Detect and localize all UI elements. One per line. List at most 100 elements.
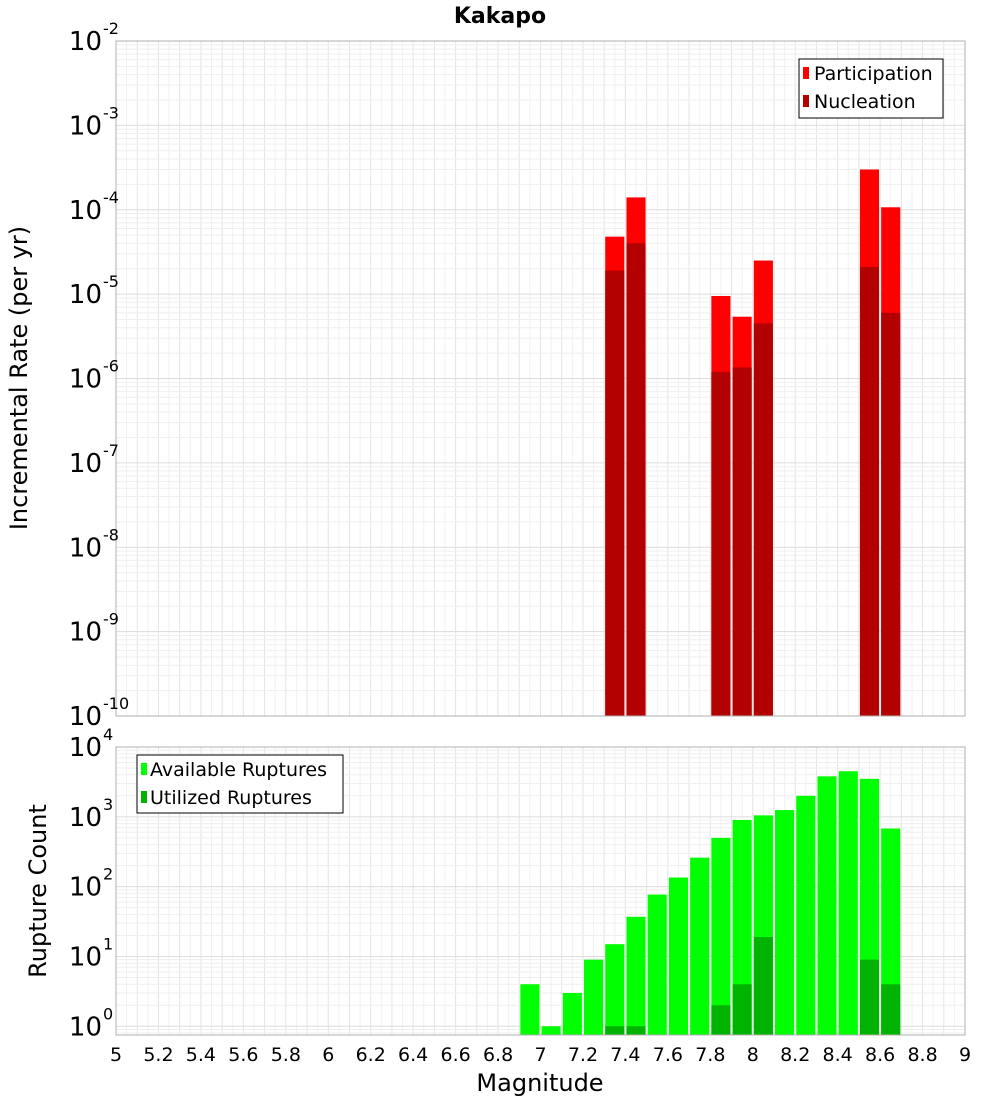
utilized-legend-swatch bbox=[141, 791, 147, 803]
count-bar-available-ruptures bbox=[838, 771, 858, 1035]
count-y-tick-exponent: 3 bbox=[103, 795, 113, 814]
available-legend-label: Available Ruptures bbox=[150, 759, 327, 781]
rate-bar-nucleation bbox=[711, 371, 731, 716]
rate-y-tick-base: 10 bbox=[69, 196, 102, 226]
rate-y-tick-base: 10 bbox=[69, 618, 102, 648]
x-tick-label: 5.4 bbox=[186, 1044, 216, 1066]
rate-y-tick-exponent: -3 bbox=[103, 103, 119, 122]
rate-y-tick-exponent: -4 bbox=[103, 188, 119, 207]
count-bar-available-ruptures bbox=[817, 776, 837, 1035]
count-bar-utilized-ruptures bbox=[626, 1026, 646, 1035]
x-tick-label: 5.6 bbox=[228, 1044, 258, 1066]
x-tick-label: 6.6 bbox=[440, 1044, 470, 1066]
count-plot-frame bbox=[115, 746, 966, 1036]
count-legend-box bbox=[136, 754, 344, 814]
x-tick-label: 6 bbox=[322, 1044, 334, 1066]
available-legend-swatch bbox=[141, 763, 147, 775]
x-tick-label: 8.2 bbox=[780, 1044, 810, 1066]
participation-legend-swatch bbox=[803, 67, 809, 79]
rate-legend-box bbox=[798, 58, 944, 119]
count-bar-available-ruptures bbox=[541, 1026, 561, 1035]
rate-y-tick-base: 10 bbox=[69, 449, 102, 479]
count-bar-available-ruptures bbox=[584, 959, 604, 1035]
rate-gridlines bbox=[115, 40, 966, 717]
x-tick-label: 8.8 bbox=[907, 1044, 937, 1066]
count-bar-available-ruptures bbox=[647, 894, 667, 1035]
rate-y-axis-label: Incremental Rate (per yr) bbox=[5, 226, 33, 530]
x-tick-label: 9 bbox=[959, 1044, 971, 1066]
count-bar-available-ruptures bbox=[562, 992, 582, 1035]
rate-y-tick-base: 10 bbox=[69, 702, 102, 732]
rate-y-tick-exponent: -7 bbox=[103, 441, 119, 460]
count-y-tick-base: 10 bbox=[69, 873, 102, 903]
count-y-tick-exponent: 0 bbox=[103, 1004, 113, 1023]
count-bar-utilized-ruptures bbox=[711, 1005, 731, 1035]
count-legend: Available Ruptures Utilized Ruptures bbox=[136, 754, 344, 814]
rate-bars bbox=[605, 169, 901, 717]
count-bar-available-ruptures bbox=[711, 837, 731, 1035]
x-tick-label: 8.6 bbox=[865, 1044, 895, 1066]
x-tick-label: 8.4 bbox=[823, 1044, 853, 1066]
x-tick-label: 5 bbox=[110, 1044, 122, 1066]
chart-title: Kakapo bbox=[454, 4, 546, 29]
rate-bar-nucleation bbox=[732, 367, 752, 716]
count-bar-available-ruptures bbox=[775, 810, 795, 1035]
count-gridlines bbox=[115, 746, 966, 1035]
count-bar-utilized-ruptures bbox=[753, 936, 773, 1035]
x-tick-label: 7.4 bbox=[610, 1044, 640, 1066]
rate-bar-nucleation bbox=[605, 270, 625, 716]
count-y-tick-base: 10 bbox=[69, 1012, 102, 1042]
rate-bar-nucleation bbox=[753, 323, 773, 716]
participation-legend-label: Participation bbox=[814, 63, 933, 85]
count-bar-utilized-ruptures bbox=[881, 984, 901, 1035]
count-bar-available-ruptures bbox=[732, 820, 752, 1035]
x-tick-label: 6.4 bbox=[398, 1044, 428, 1066]
x-tick-label: 7.2 bbox=[568, 1044, 598, 1066]
x-tick-label: 7.8 bbox=[695, 1044, 725, 1066]
count-y-tick-exponent: 4 bbox=[103, 725, 113, 744]
rate-y-tick-base: 10 bbox=[69, 27, 102, 57]
rate-plot-frame bbox=[115, 40, 966, 717]
count-y-tick-exponent: 1 bbox=[103, 934, 113, 953]
rate-y-tick-exponent: -2 bbox=[103, 19, 119, 38]
nucleation-legend-swatch bbox=[803, 95, 809, 107]
count-y-axis-label: Rupture Count bbox=[24, 804, 52, 978]
rate-legend: Participation Nucleation bbox=[798, 58, 944, 119]
x-tick-label: 5.2 bbox=[143, 1044, 173, 1066]
count-bar-utilized-ruptures bbox=[732, 984, 752, 1035]
count-bars bbox=[520, 771, 901, 1035]
count-y-tick-base: 10 bbox=[69, 733, 102, 763]
rate-y-tick-exponent: -5 bbox=[103, 272, 119, 291]
count-y-tick-exponent: 2 bbox=[103, 865, 113, 884]
x-tick-label: 7 bbox=[534, 1044, 546, 1066]
count-y-tick-base: 10 bbox=[69, 803, 102, 833]
x-tick-label: 5.8 bbox=[271, 1044, 301, 1066]
rate-y-tick-exponent: -9 bbox=[103, 610, 119, 629]
rate-y-tick-exponent: -6 bbox=[103, 357, 119, 376]
rate-bar-nucleation bbox=[859, 266, 880, 716]
count-bar-utilized-ruptures bbox=[605, 1026, 625, 1035]
rate-y-tick-exponent: -10 bbox=[103, 694, 129, 713]
rate-y-tick-base: 10 bbox=[69, 365, 102, 395]
x-tick-label: 7.6 bbox=[653, 1044, 683, 1066]
utilized-legend-label: Utilized Ruptures bbox=[150, 787, 312, 809]
count-bar-available-ruptures bbox=[881, 828, 901, 1035]
rate-y-tick-base: 10 bbox=[69, 280, 102, 310]
count-bar-available-ruptures bbox=[520, 984, 540, 1035]
count-bar-utilized-ruptures bbox=[859, 959, 880, 1035]
rate-y-tick-exponent: -8 bbox=[103, 525, 119, 544]
count-bar-available-ruptures bbox=[796, 795, 816, 1035]
count-y-tick-base: 10 bbox=[69, 942, 102, 972]
rate-bar-nucleation bbox=[881, 312, 901, 716]
count-bar-available-ruptures bbox=[605, 944, 625, 1035]
rate-y-tick-base: 10 bbox=[69, 533, 102, 563]
count-bar-available-ruptures bbox=[690, 857, 710, 1035]
x-tick-label: 8 bbox=[747, 1044, 759, 1066]
rate-bar-nucleation bbox=[626, 243, 646, 717]
